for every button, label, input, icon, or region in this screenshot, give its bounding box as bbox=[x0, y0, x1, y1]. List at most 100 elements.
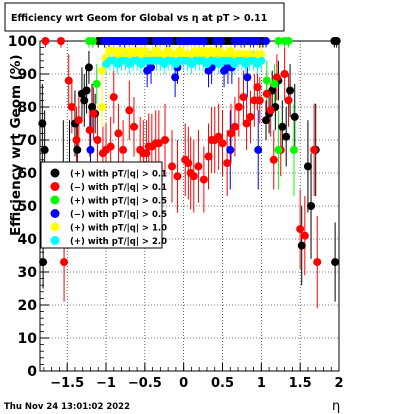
data-point-series-2 bbox=[142, 149, 151, 158]
data-point-series-4 bbox=[86, 145, 95, 154]
data-point-series-2 bbox=[280, 70, 289, 78]
data-point-series-2 bbox=[72, 136, 81, 144]
data-point-series-2 bbox=[93, 136, 102, 144]
data-point-series-2 bbox=[300, 231, 309, 240]
x-tick-label: −1 bbox=[96, 376, 116, 391]
legend-marker bbox=[50, 209, 60, 218]
data-point-series-4 bbox=[109, 37, 118, 45]
data-point-series-1 bbox=[80, 96, 89, 105]
data-point-series-4 bbox=[216, 37, 225, 45]
data-point-series-2 bbox=[189, 172, 198, 181]
data-point-series-2 bbox=[246, 112, 255, 121]
data-point-series-4 bbox=[156, 37, 165, 45]
data-point-series-1 bbox=[261, 116, 270, 125]
x-tick-label: −0.5 bbox=[128, 376, 162, 391]
x-axis-label: η bbox=[332, 399, 340, 414]
data-point-series-4 bbox=[226, 145, 235, 154]
data-point-series-1 bbox=[282, 132, 291, 141]
data-point-series-4 bbox=[199, 37, 208, 45]
data-point-series-4 bbox=[254, 145, 263, 154]
data-point-series-3 bbox=[88, 37, 97, 45]
axis-ticks: −1.5 −1 −0.5 0 0.5 1 1.5 2010203040506070809010… bbox=[8, 34, 344, 391]
data-point-series-2 bbox=[266, 106, 275, 115]
data-point-series-5 bbox=[257, 50, 266, 59]
chart-title: Efficiency wrt Geom for Global vs η at p… bbox=[11, 13, 267, 24]
data-point-series-4 bbox=[140, 37, 149, 45]
legend: (+) with pT/|q| > 0.1 (−) with pT/|q| > 0… bbox=[40, 161, 167, 249]
data-point-series-2 bbox=[269, 155, 278, 164]
data-point-series-2 bbox=[204, 152, 213, 161]
legend-marker bbox=[50, 222, 60, 232]
footer-timestamp: Thu Nov 24 13:01:02 2022 bbox=[4, 402, 130, 412]
x-tick-label: 1.5 bbox=[289, 376, 312, 391]
data-point-series-2 bbox=[114, 129, 123, 138]
data-point-series-2 bbox=[125, 106, 134, 115]
data-point-series-4 bbox=[240, 37, 249, 45]
data-point-series-4 bbox=[261, 37, 270, 45]
data-point-series-2 bbox=[64, 76, 73, 85]
data-point-series-5 bbox=[226, 46, 235, 55]
y-tick-label: 20 bbox=[18, 298, 38, 314]
data-point-series-2 bbox=[106, 142, 115, 151]
x-tick-label: −1.5 bbox=[50, 376, 84, 391]
data-point-series-1 bbox=[88, 103, 97, 111]
data-point-series-2 bbox=[89, 109, 98, 118]
data-point-series-2 bbox=[194, 162, 203, 171]
data-point-series-2 bbox=[173, 172, 182, 181]
data-point-series-2 bbox=[60, 258, 69, 267]
data-point-series-2 bbox=[74, 116, 83, 125]
data-point-series-2 bbox=[253, 83, 262, 92]
x-tick-label: 0.5 bbox=[211, 376, 234, 391]
data-point-series-2 bbox=[242, 119, 251, 128]
data-point-series-3 bbox=[284, 37, 293, 45]
y-tick-label: 60 bbox=[18, 166, 38, 182]
data-point-series-2 bbox=[67, 103, 76, 111]
data-point-series-1 bbox=[307, 202, 316, 210]
data-point-series-3 bbox=[289, 145, 298, 154]
data-point-series-1 bbox=[331, 258, 340, 267]
data-point-series-1 bbox=[73, 145, 82, 154]
legend-marker bbox=[50, 182, 60, 191]
data-point-series-2 bbox=[223, 159, 232, 168]
y-tick-label: 50 bbox=[18, 199, 38, 215]
data-point-series-4 bbox=[171, 73, 180, 82]
data-point-series-4 bbox=[243, 73, 252, 82]
data-point-series-1 bbox=[297, 241, 306, 250]
legend-label: (+) with pT/|q| > 1.0 bbox=[70, 224, 167, 234]
data-point-series-1 bbox=[286, 86, 295, 95]
data-point-series-3 bbox=[270, 79, 279, 88]
data-point-series-2 bbox=[56, 37, 65, 45]
data-point-series-2 bbox=[41, 37, 50, 45]
data-point-series-4 bbox=[253, 37, 262, 45]
data-point-series-2 bbox=[272, 73, 281, 82]
legend-marker bbox=[50, 195, 60, 205]
y-tick-label: 80 bbox=[18, 100, 38, 116]
data-point-series-1 bbox=[332, 37, 341, 45]
data-points bbox=[38, 37, 341, 267]
data-point-series-3 bbox=[274, 145, 283, 154]
data-point-series-1 bbox=[38, 119, 47, 128]
x-tick-label: 1 bbox=[257, 376, 266, 391]
data-point-series-6 bbox=[257, 56, 266, 65]
data-point-series-1 bbox=[278, 122, 287, 131]
data-point-series-1 bbox=[290, 112, 299, 121]
legend-label: (+) with pT/|q| > 0.1 bbox=[70, 170, 167, 180]
data-point-series-2 bbox=[227, 129, 236, 138]
data-point-series-2 bbox=[129, 122, 138, 131]
data-point-series-4 bbox=[165, 37, 174, 45]
data-point-series-2 bbox=[109, 93, 118, 102]
data-point-series-2 bbox=[230, 122, 239, 131]
data-point-series-1 bbox=[39, 258, 48, 267]
data-point-series-5 bbox=[98, 66, 107, 75]
data-point-series-3 bbox=[274, 37, 283, 45]
y-tick-label: 90 bbox=[18, 67, 38, 83]
data-point-series-2 bbox=[239, 93, 248, 102]
data-point-series-3 bbox=[92, 79, 101, 88]
y-tick-label: 10 bbox=[18, 331, 38, 347]
title-box bbox=[4, 2, 285, 32]
data-point-series-1 bbox=[40, 145, 49, 154]
data-point-series-1 bbox=[303, 162, 312, 171]
data-point-series-2 bbox=[161, 136, 170, 144]
data-point-series-2 bbox=[168, 162, 177, 171]
